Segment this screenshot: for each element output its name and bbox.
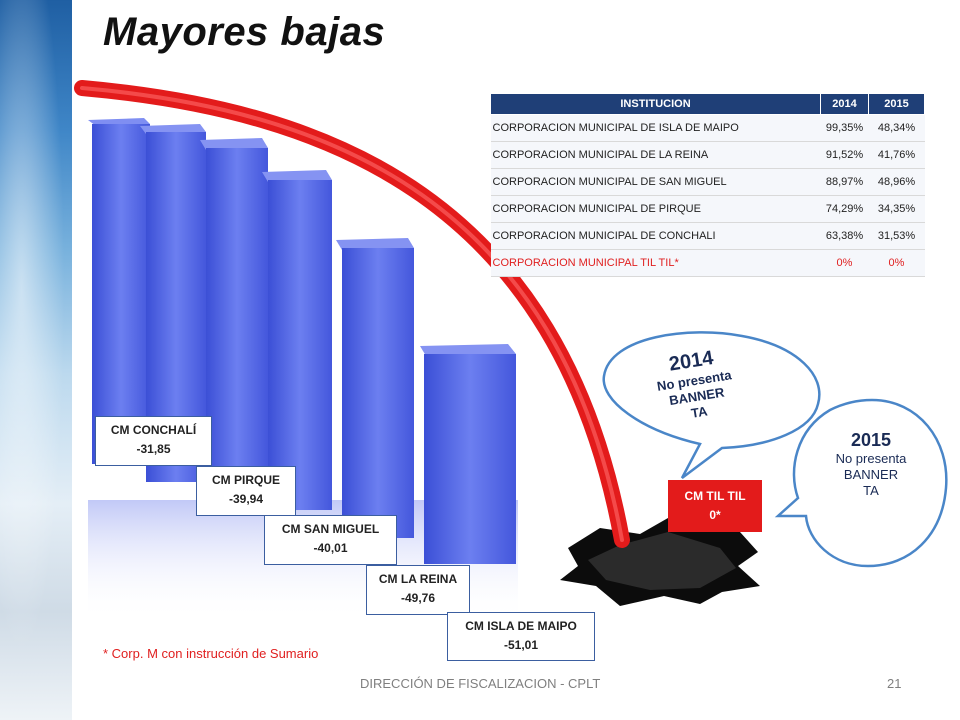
bubble-year: 2015 [850,430,892,450]
cell-institution: CORPORACION MUNICIPAL DE LA REINA [490,141,821,169]
table-row: CORPORACION MUNICIPAL DE ISLA DE MAIPO 9… [490,114,925,142]
cell-2014: 88,97% [820,168,869,196]
cell-2014: 0% [820,249,869,277]
page-number: 21 [887,676,902,691]
table-header-row: INSTITUCION 2014 2015 [490,93,925,115]
cell-institution: CORPORACION MUNICIPAL DE ISLA DE MAIPO [490,114,821,142]
cell-2015: 48,96% [868,168,925,196]
label-isla-de-maipo: CM ISLA DE MAIPO -51,01 [447,612,595,661]
cell-2014: 91,52% [820,141,869,169]
label-name: CM CONCHALÍ [110,423,197,437]
table-row: CORPORACION MUNICIPAL DE SAN MIGUEL 88,9… [490,168,925,196]
label-value: -49,76 [400,591,436,605]
bar-4 [262,170,332,510]
table-row: CORPORACION MUNICIPAL DE CONCHALI 63,38%… [490,222,925,250]
table-row: CORPORACION MUNICIPAL DE PIRQUE 74,29% 3… [490,195,925,223]
cell-2015: 41,76% [868,141,925,169]
label-name: CM SAN MIGUEL [281,522,380,536]
bubble-line: BANNER [843,467,899,482]
cell-2014: 99,35% [820,114,869,142]
label-name: CM ISLA DE MAIPO [465,619,577,633]
bubble-line: TA [863,483,879,498]
bar-3 [200,138,268,498]
label-value: 0* [709,508,721,522]
label-name: CM TIL TIL [684,489,746,503]
footnote: * Corp. M con instrucción de Sumario [103,646,319,661]
label-til-til: CM TIL TIL 0* [668,480,762,532]
cell-2015: 31,53% [868,222,925,250]
bubble-2014-shape [602,331,821,479]
footer-text: DIRECCIÓN DE FISCALIZACION - CPLT [360,676,601,691]
label-value: -39,94 [228,492,264,506]
bubble-line: No presenta [835,451,907,466]
table-row: CORPORACION MUNICIPAL TIL TIL* 0% 0% [490,249,925,277]
label-conchali: CM CONCHALÍ -31,85 [95,416,212,466]
label-name: CM LA REINA [378,572,458,586]
bubble-2015-text: 2015 No presenta BANNER TA [812,430,930,499]
cell-institution: CORPORACION MUNICIPAL TIL TIL* [490,249,821,277]
header-institucion: INSTITUCION [490,93,821,115]
label-pirque: CM PIRQUE -39,94 [196,466,296,516]
label-la-reina: CM LA REINA -49,76 [366,565,470,615]
cell-2014: 63,38% [820,222,869,250]
label-value: -40,01 [313,541,348,555]
header-2015: 2015 [868,93,925,115]
label-value: -51,01 [503,638,539,652]
label-value: -31,85 [136,442,171,456]
cell-institution: CORPORACION MUNICIPAL DE CONCHALI [490,222,821,250]
bar-1 [88,118,150,464]
cell-institution: CORPORACION MUNICIPAL DE SAN MIGUEL [490,168,821,196]
bar-5 [336,238,414,538]
cell-2015: 48,34% [868,114,925,142]
bubble-2015-shape [774,398,948,568]
cell-2014: 74,29% [820,195,869,223]
slide-title: Mayores bajas [103,10,386,54]
label-name: CM PIRQUE [211,473,280,487]
table-row: CORPORACION MUNICIPAL DE LA REINA 91,52%… [490,141,925,169]
bar-6 [420,344,516,564]
cell-institution: CORPORACION MUNICIPAL DE PIRQUE [490,195,821,223]
cell-2015: 0% [868,249,925,277]
left-decorative-band [0,0,72,720]
label-san-miguel: CM SAN MIGUEL -40,01 [264,515,397,565]
header-2014: 2014 [820,93,869,115]
cell-2015: 34,35% [868,195,925,223]
institution-table: INSTITUCION 2014 2015 CORPORACION MUNICI… [490,93,925,277]
